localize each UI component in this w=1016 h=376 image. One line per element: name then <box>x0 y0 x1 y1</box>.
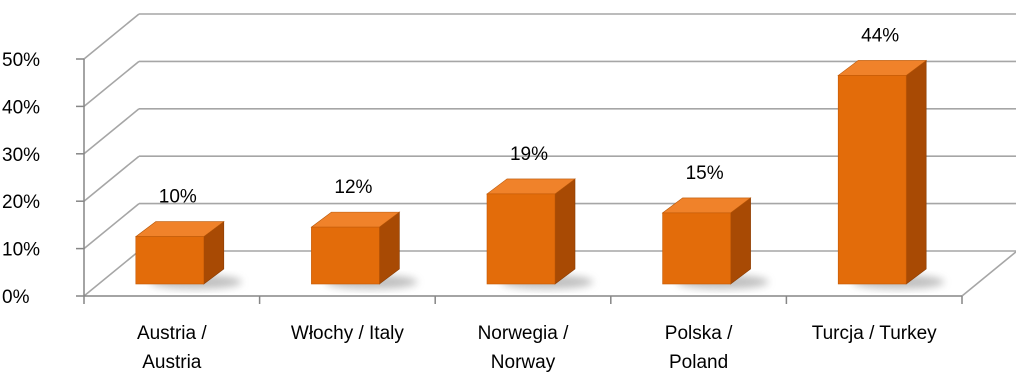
bar-front-face <box>311 226 380 285</box>
category-label: Norway <box>491 352 556 373</box>
y-tick-label: 50% <box>2 50 40 71</box>
category-label: Norwegia / <box>478 323 570 344</box>
category-label: Austria / <box>137 323 207 344</box>
floor-right-edge <box>961 250 1016 297</box>
bars <box>134 59 928 285</box>
gridline-depth <box>83 60 140 108</box>
category-label: Poland <box>669 352 728 373</box>
y-tick-label: 10% <box>2 240 40 261</box>
data-label: 12% <box>334 177 372 198</box>
data-label: 19% <box>510 144 548 165</box>
bar <box>837 59 928 285</box>
bar-front-face <box>486 193 556 285</box>
gridline-depth <box>83 250 140 297</box>
gridline-depth <box>83 155 140 202</box>
axes <box>76 58 963 304</box>
bar <box>486 178 576 285</box>
y-tick-label: 0% <box>2 287 30 308</box>
bar-side-face <box>554 178 576 285</box>
bar <box>310 211 401 285</box>
bar-front-face <box>837 75 907 285</box>
labels: 0% 10% 20% 30% 40% 50% 10% Austria / Austria 12% W… <box>2 25 937 373</box>
data-label: 15% <box>686 163 724 184</box>
bar-front-face <box>135 236 205 285</box>
gridline-depth <box>83 202 140 250</box>
bar-side-face <box>905 59 927 285</box>
y-tick-label: 40% <box>2 97 40 118</box>
bar <box>661 197 752 285</box>
y-tick-label: 20% <box>2 192 40 213</box>
category-label: Włochy / Italy <box>291 323 404 344</box>
bar-front-face <box>662 212 731 285</box>
bar <box>134 221 225 285</box>
data-label: 10% <box>159 187 197 208</box>
category-label: Turcja / Turkey <box>812 323 937 344</box>
data-label: 44% <box>861 25 899 46</box>
category-label: Austria <box>142 352 202 373</box>
gridline-depth <box>83 108 140 155</box>
y-tick-label: 30% <box>2 145 40 166</box>
gridline-depth <box>83 13 140 60</box>
category-label: Polska / <box>665 323 733 344</box>
